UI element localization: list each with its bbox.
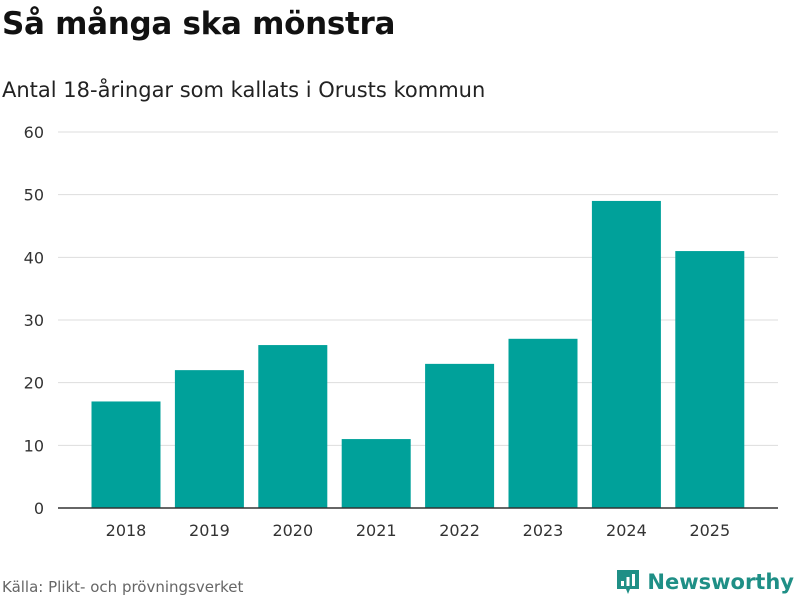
y-tick-label: 40	[24, 248, 44, 267]
bar-2022[interactable]	[425, 363, 495, 508]
y-axis-ticks: 0 10 20 30 40 50 60	[24, 123, 44, 518]
x-axis-ticks: 2018 2019 2020 2021 2022 2023 2024 2025	[106, 521, 731, 540]
x-tick-label: 2020	[272, 521, 313, 540]
grid-lines	[58, 131, 778, 446]
x-tick-label: 2019	[189, 521, 230, 540]
brand-name: Newsworthy	[647, 570, 794, 594]
x-tick-label: 2022	[439, 521, 480, 540]
y-tick-label: 20	[24, 374, 44, 393]
x-tick-label: 2025	[689, 521, 730, 540]
bar-2025[interactable]	[675, 251, 745, 509]
chart-title: Så många ska mönstra	[2, 6, 396, 42]
x-tick-label: 2021	[356, 521, 397, 540]
bars	[91, 200, 745, 509]
bar-2023[interactable]	[508, 338, 578, 508]
x-tick-label: 2024	[606, 521, 647, 540]
chart-subtitle: Antal 18-åringar som kallats i Orusts ko…	[2, 78, 486, 102]
brand-logo: Newsworthy	[615, 568, 794, 596]
bar-2024[interactable]	[591, 200, 661, 508]
y-tick-label: 60	[24, 123, 44, 142]
y-tick-label: 0	[34, 499, 44, 518]
y-tick-label: 50	[24, 186, 44, 205]
y-tick-label: 10	[24, 436, 44, 455]
x-tick-label: 2018	[106, 521, 147, 540]
y-tick-label: 30	[24, 311, 44, 330]
x-tick-label: 2023	[523, 521, 564, 540]
newsworthy-logo-icon	[617, 570, 640, 594]
bar-2021[interactable]	[341, 439, 411, 508]
bar-2019[interactable]	[174, 370, 244, 508]
bar-2020[interactable]	[258, 345, 328, 508]
source-note: Källa: Plikt- och prövningsverket	[2, 578, 244, 596]
bar-2018[interactable]	[91, 401, 161, 508]
